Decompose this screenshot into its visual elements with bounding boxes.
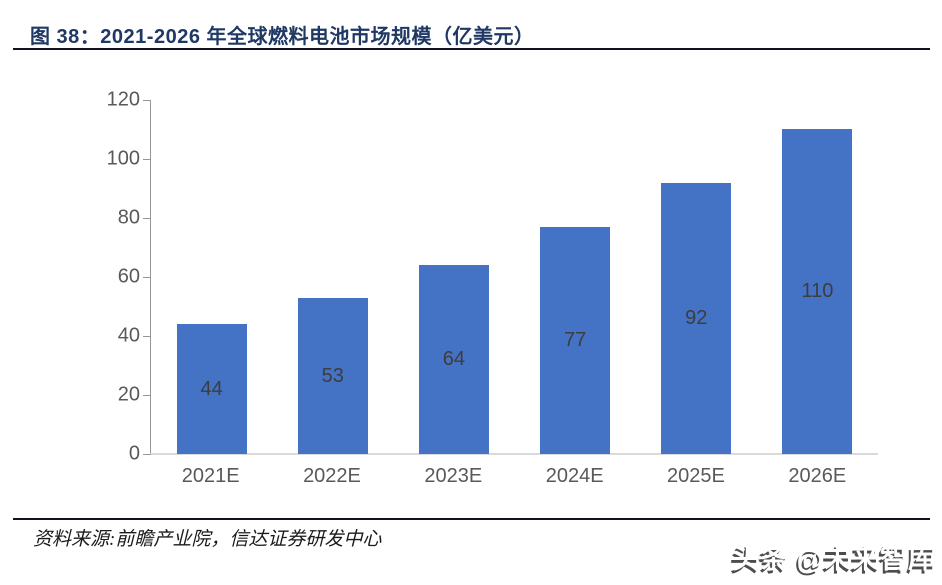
bar-value-label: 110 [801, 280, 834, 302]
x-tick-label: 2025E [667, 465, 725, 487]
bar-2022E: 53 [297, 298, 368, 454]
y-tick-label: 80 [117, 206, 140, 229]
bars-row: 44 53 64 77 92 110 [151, 100, 878, 454]
figure-title: 图 38：2021-2026 年全球燃料电池市场规模（亿美元） [30, 26, 535, 48]
source-note: 资料来源:前瞻产业院，信达证券研发中心 [33, 529, 382, 550]
y-tick-label: 20 [117, 383, 140, 406]
bar-value-label: 44 [200, 377, 223, 400]
bar-2021E: 44 [176, 324, 247, 454]
plot-area: 44 53 64 77 92 110 [143, 99, 878, 455]
x-tick-label: 2022E [303, 465, 361, 487]
title-divider [13, 48, 930, 50]
y-tick-mark [143, 99, 151, 101]
y-tick-label: 120 [106, 88, 140, 111]
bar-value-label: 92 [685, 307, 708, 329]
bar-slot: 53 [272, 100, 393, 454]
y-tick-mark [143, 394, 151, 396]
y-tick-label: 100 [106, 147, 140, 170]
y-axis: 0 20 40 60 80 100 120 [0, 89, 140, 465]
bar-value-label: 77 [563, 329, 587, 351]
y-tick-mark [143, 217, 151, 219]
bar-2023E: 64 [418, 265, 489, 454]
bar-slot: 77 [515, 100, 636, 454]
y-tick-mark [143, 276, 151, 278]
x-tick-label: 2024E [545, 465, 604, 487]
bar-slot: 64 [393, 100, 514, 454]
x-tick-label: 2023E [424, 465, 483, 487]
watermark-text: 头条 @未来智库 [732, 544, 936, 574]
bar-2026E: 110 [782, 129, 853, 454]
bar-2025E: 92 [661, 183, 732, 454]
bar-value-label: 53 [321, 364, 344, 387]
y-tick-label: 0 [128, 442, 140, 465]
x-tick-label: 2026E [788, 465, 847, 487]
bar-slot: 110 [757, 100, 878, 454]
y-tick-mark [143, 158, 151, 160]
bar-value-label: 64 [442, 348, 466, 370]
bar-2024E: 77 [540, 227, 611, 454]
x-tick-label: 2021E [181, 465, 240, 487]
y-tick-label: 60 [117, 265, 140, 288]
bar-slot: 44 [151, 100, 272, 454]
footer-divider [13, 518, 930, 520]
y-tick-label: 40 [117, 324, 140, 347]
x-axis: 2021E 2022E 2023E 2024E 2025E 2026E [150, 465, 878, 488]
bar-slot: 92 [636, 100, 757, 454]
y-tick-mark [143, 335, 151, 337]
y-tick-mark [143, 453, 151, 455]
x-axis-line [150, 453, 878, 455]
